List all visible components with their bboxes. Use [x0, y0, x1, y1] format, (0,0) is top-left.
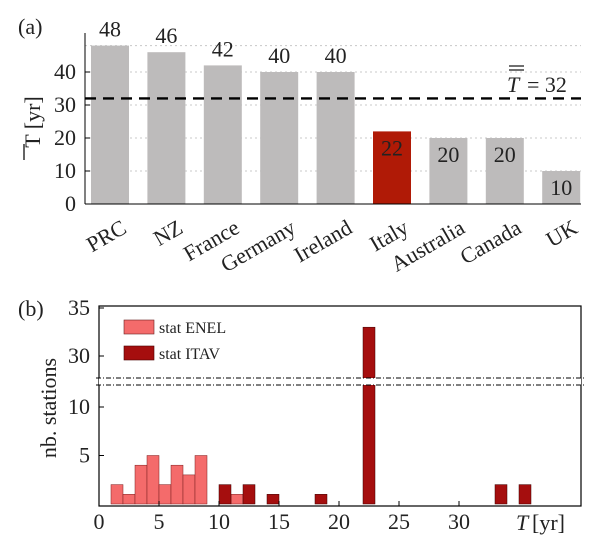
category-label-canada: Canada — [456, 214, 526, 269]
value-label-prc: 48 — [99, 17, 121, 42]
bar-france — [203, 65, 242, 205]
bar-itav-4 — [362, 326, 376, 505]
panel-b-x-label-unit: [yr] — [532, 510, 565, 535]
reference-label-symbol: T — [507, 72, 521, 97]
reference-label: T = 32 — [507, 65, 567, 97]
bar-nz — [147, 52, 186, 205]
bar-itav-0 — [218, 484, 232, 505]
y-tick-label-35: 35 — [68, 295, 90, 320]
y-tick-label-0: 0 — [65, 191, 76, 216]
panel-b: (b) 5 10 30 35 0 5 10 15 20 25 30 nb. stations T … — [18, 295, 584, 535]
bar-enel-4 — [158, 484, 172, 505]
panel-a-y-label-text: T [yr] — [20, 96, 45, 148]
value-label-france: 42 — [212, 36, 234, 61]
y-tick-label-20: 20 — [54, 125, 76, 150]
x-tick-label-30: 30 — [448, 509, 470, 534]
panel-a-value-labels: 48 46 42 40 40 22 20 20 10 — [99, 17, 572, 200]
legend-swatch-itav — [123, 345, 155, 361]
value-label-ireland: 40 — [325, 43, 347, 68]
bar-enel-6 — [182, 474, 196, 505]
legend-label-enel: stat ENEL — [159, 320, 226, 337]
bar-uk — [542, 171, 581, 204]
x-tick-label-25: 25 — [388, 509, 410, 534]
bar-enel-3 — [146, 455, 160, 505]
axis-break — [96, 377, 584, 386]
legend-label-itav: stat ITAV — [159, 346, 221, 363]
y-tick-label-5: 5 — [79, 443, 90, 468]
y-tick-label-10: 10 — [54, 158, 76, 183]
value-label-canada: 20 — [494, 142, 516, 167]
panel-b-label: (b) — [18, 296, 44, 321]
bar-germany — [260, 72, 299, 204]
bar-australia — [429, 138, 468, 204]
bar-enel-8 — [230, 494, 244, 505]
x-tick-label-20: 20 — [328, 509, 350, 534]
y-tick-label-10: 10 — [68, 394, 90, 419]
bar-itav-5 — [494, 484, 508, 505]
panel-b-y-ticks: 5 10 30 35 — [68, 295, 104, 468]
bar-italy — [373, 131, 411, 204]
panel-b-x-label-symbol: T — [516, 510, 530, 535]
category-label-uk: UK — [542, 214, 582, 252]
bar-canada — [485, 138, 524, 204]
panel-b-y-label: nb. stations — [36, 358, 61, 458]
bar-prc — [91, 45, 129, 204]
bar-enel-0 — [110, 484, 124, 505]
bar-itav-6 — [518, 484, 532, 505]
panel-a-label: (a) — [18, 14, 42, 39]
panel-b-frame — [98, 305, 582, 507]
bar-itav-2 — [266, 494, 280, 505]
y-tick-label-40: 40 — [54, 59, 76, 84]
y-tick-label-30: 30 — [54, 92, 76, 117]
category-label-ireland: Ireland — [290, 215, 356, 268]
bar-enel-2 — [134, 464, 148, 505]
bar-enel-7 — [194, 455, 208, 505]
panel-a-y-label: T [yr] — [20, 96, 45, 160]
bar-ireland — [316, 72, 355, 204]
panel-b-x-ticks: 0 5 10 15 20 25 30 — [94, 501, 470, 534]
panel-a-y-ticks: 0 10 20 30 40 — [54, 59, 90, 216]
x-tick-label-0: 0 — [94, 509, 105, 534]
panel-b-x-label: T [yr] — [516, 510, 565, 535]
value-label-italy: 22 — [381, 135, 403, 160]
x-tick-label-5: 5 — [154, 509, 165, 534]
x-tick-label-15: 15 — [268, 509, 290, 534]
bar-enel-5 — [170, 464, 184, 505]
bar-enel-1 — [122, 494, 136, 505]
legend: stat ENEL stat ITAV — [123, 319, 226, 363]
value-label-australia: 20 — [437, 142, 459, 167]
value-label-uk: 10 — [550, 175, 572, 200]
value-label-germany: 40 — [268, 43, 290, 68]
panel-b-bars — [110, 326, 532, 505]
y-tick-label-30: 30 — [68, 343, 90, 368]
bar-itav-3 — [314, 494, 328, 505]
axis-break-gap — [99, 378, 581, 385]
x-tick-label-10: 10 — [208, 509, 230, 534]
reference-label-value: = 32 — [527, 72, 567, 97]
legend-swatch-enel — [123, 319, 155, 335]
panel-a-bars — [91, 45, 581, 205]
value-label-nz: 46 — [155, 23, 177, 48]
category-label-prc: PRC — [82, 215, 131, 257]
bar-itav-1 — [242, 484, 256, 505]
